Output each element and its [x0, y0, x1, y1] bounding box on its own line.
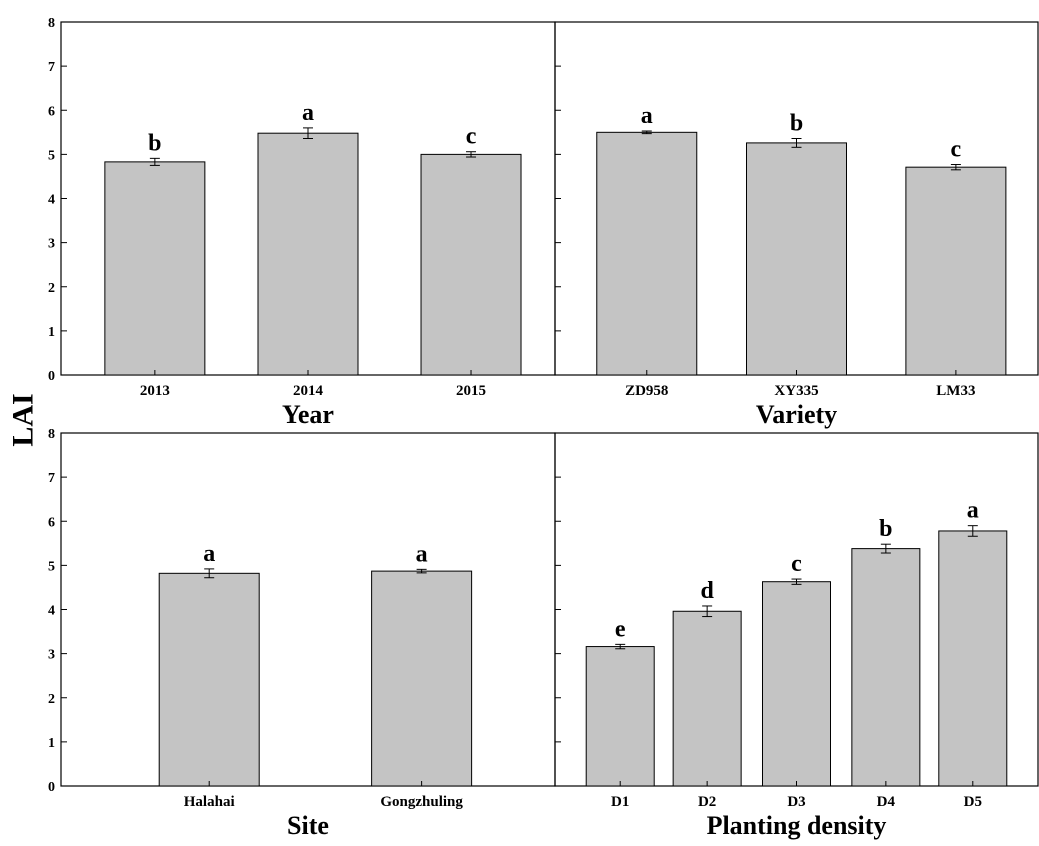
x-tick-label-2015: 2015	[456, 383, 486, 399]
y-tick-label: 3	[48, 648, 55, 663]
significance-letter-D5: a	[967, 498, 979, 524]
significance-letter-Halahai: a	[203, 541, 215, 567]
significance-letter-2013: b	[148, 130, 161, 156]
y-tick-label: 4	[48, 604, 55, 619]
x-tick-label-2014: 2014	[293, 383, 324, 399]
significance-letter-D1: e	[615, 616, 626, 642]
bar-2014	[257, 132, 359, 376]
panel-frame-3	[60, 432, 556, 787]
x-tick-label-D5: D5	[964, 794, 982, 810]
y-tick-label: 8	[48, 16, 55, 31]
shared-y-axis-label: LAI	[4, 385, 44, 455]
bar-D5	[938, 530, 1008, 787]
bar-D4	[851, 548, 921, 787]
y-tick-label: 8	[48, 427, 55, 442]
bar-D3	[762, 581, 831, 787]
bar-Gongzhuling	[371, 570, 473, 787]
y-tick-label: 4	[48, 193, 55, 208]
x-tick-label-D2: D2	[698, 794, 716, 810]
y-axis-label-text: LAI	[7, 393, 41, 447]
significance-letter-LM33: c	[951, 137, 962, 163]
significance-letter-D4: b	[879, 516, 892, 542]
significance-letter-D2: d	[700, 578, 714, 604]
y-tick-label: 3	[48, 237, 55, 252]
x-tick-label-Gongzhuling: Gongzhuling	[380, 794, 463, 810]
x-tick-label-XY335: XY335	[774, 383, 818, 399]
significance-letter-D3: c	[791, 551, 802, 577]
y-tick-label: 5	[48, 148, 55, 163]
x-tick-label-Halahai: Halahai	[184, 794, 235, 810]
x-tick-label-D3: D3	[787, 794, 805, 810]
bar-2015	[420, 153, 522, 376]
y-tick-label: 0	[48, 369, 55, 384]
y-tick-label: 1	[48, 325, 55, 340]
y-tick-label: 1	[48, 736, 55, 751]
y-tick-label: 2	[48, 692, 55, 707]
y-tick-label: 7	[48, 471, 55, 486]
x-tick-label-D1: D1	[611, 794, 629, 810]
x-tick-label-2013: 2013	[140, 383, 170, 399]
significance-letter-Gongzhuling: a	[416, 541, 428, 567]
x-axis-label-variety: Variety	[756, 400, 837, 429]
y-tick-label: 7	[48, 60, 55, 75]
bar-D2	[672, 610, 742, 787]
significance-letter-XY335: b	[790, 110, 803, 136]
bar-XY335	[746, 142, 847, 376]
bar-2013	[104, 161, 206, 376]
y-tick-label: 6	[48, 515, 55, 530]
y-tick-label: 2	[48, 281, 55, 296]
significance-letter-ZD958: a	[641, 103, 653, 129]
significance-letter-2015: c	[466, 124, 477, 150]
y-tick-label: 6	[48, 104, 55, 119]
y-tick-label: 0	[48, 780, 55, 795]
significance-letter-2014: a	[302, 100, 314, 126]
x-axis-label-planting-density: Planting density	[707, 811, 887, 840]
bar-Halahai	[158, 572, 260, 787]
x-axis-label-year: Year	[282, 400, 334, 429]
y-tick-label: 5	[48, 559, 55, 574]
x-tick-label-LM33: LM33	[936, 383, 975, 399]
bar-LM33	[905, 166, 1007, 376]
x-axis-label-site: Site	[287, 811, 329, 840]
x-tick-label-D4: D4	[877, 794, 896, 810]
bar-D1	[585, 646, 655, 787]
x-tick-label-ZD958: ZD958	[625, 383, 668, 399]
bar-ZD958	[596, 131, 698, 376]
